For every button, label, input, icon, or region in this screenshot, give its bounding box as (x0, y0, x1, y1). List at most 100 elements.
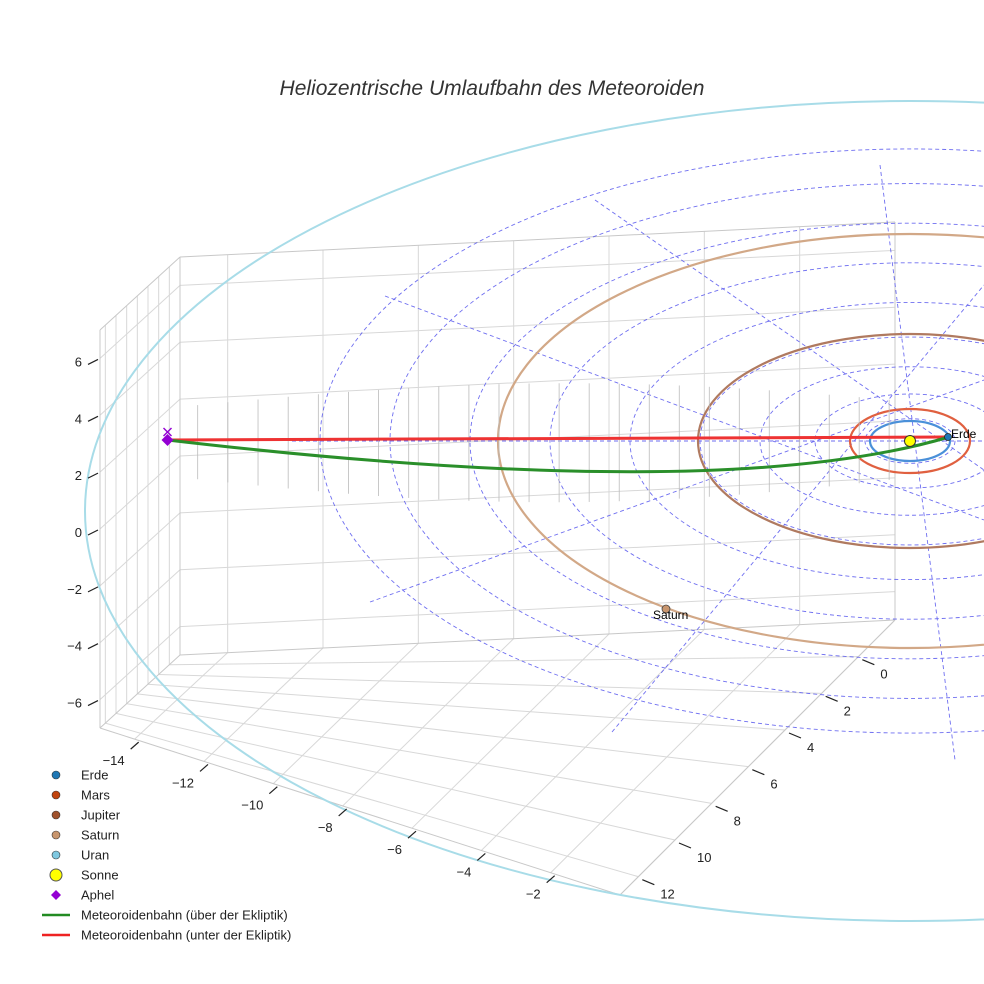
back-wall-grid-line (179, 477, 896, 514)
legend-marker (51, 810, 61, 820)
ecliptic-grid-spoke (594, 199, 984, 471)
y-tick-label: 4 (807, 740, 814, 755)
z-tick (87, 700, 99, 707)
left-wall-grid-line (99, 285, 181, 359)
orbit-jupiter (696, 332, 984, 550)
legend-item: Meteoroidenbahn (über der Ekliptik) (42, 908, 288, 923)
y-tick-label: 8 (734, 813, 741, 828)
plot-scene: Erde Saturn 6 4 2 0 −2 −4 −6 −14 −12 −10 −8 −6 −4 −2 0 2… (67, 100, 984, 922)
back-wall-grid-line (179, 363, 896, 400)
z-tick-label: −2 (67, 582, 82, 597)
x-tick (268, 786, 278, 795)
z-tick-label: −6 (67, 696, 82, 711)
orbit-uran (84, 100, 984, 922)
floor-grid-line (137, 693, 749, 768)
z-tick (87, 643, 99, 650)
ecliptic-grid-ring (549, 262, 984, 620)
left-wall-grid-line (99, 512, 181, 587)
x-tick (546, 875, 556, 884)
legend-label: Saturn (81, 828, 119, 843)
back-wall-grid-line (179, 306, 896, 343)
legend-item: Uran (51, 848, 109, 863)
legend-label: Jupiter (81, 808, 121, 823)
x-tick (338, 808, 348, 817)
ecliptic-grid (292, 148, 984, 761)
x-tick-label: −8 (318, 820, 333, 835)
x-tick-label: −4 (457, 864, 472, 879)
ecliptic-grid-spoke (369, 379, 984, 603)
saturn-point (661, 604, 671, 614)
legend-marker (51, 850, 61, 860)
legend-marker (51, 890, 61, 900)
x-tick (199, 763, 209, 772)
x-tick-label: −6 (387, 842, 402, 857)
box-edge (99, 727, 621, 896)
y-tick (715, 805, 728, 812)
ecliptic-grid-ring (864, 418, 956, 464)
x-tick (130, 741, 140, 750)
z-tick (87, 415, 99, 422)
floor-grid-line (550, 624, 801, 874)
legend-marker (51, 770, 61, 780)
legend-label: Meteoroidenbahn (unter der Ekliptik) (81, 928, 291, 943)
back-wall-grid-line (179, 591, 896, 628)
floor-grid-line (134, 652, 229, 740)
z-tick-label: −4 (67, 639, 82, 654)
y-tick (788, 732, 802, 739)
label-saturn: Saturn (653, 608, 688, 622)
y-tick (862, 659, 875, 666)
ecliptic-grid-ring (319, 148, 984, 734)
y-tick (678, 842, 692, 849)
floor-grid-line (411, 633, 610, 829)
x-tick (476, 853, 486, 861)
legend-item: Saturn (51, 828, 119, 843)
sun-point (904, 435, 916, 447)
x-tick-label: −12 (172, 775, 194, 790)
legend: Erde Mars Jupiter Saturn Uran Sonne Aphel Meteo… (42, 768, 291, 943)
x-tick-label: −10 (241, 798, 263, 813)
legend-label: Mars (81, 788, 110, 803)
z-tick (87, 472, 99, 479)
floor-grid-line (126, 703, 712, 804)
floor-grid-line (158, 673, 822, 694)
left-wall-grid-line (99, 341, 181, 416)
legend-item: Jupiter (51, 808, 121, 823)
y-tick (752, 769, 765, 776)
y-tick-label: 2 (844, 703, 851, 718)
legend-marker (51, 790, 61, 800)
z-tick (87, 358, 99, 365)
left-wall-grid-line (99, 455, 181, 530)
y-tick-label: 12 (660, 887, 674, 902)
back-wall-grid-line (179, 249, 896, 286)
z-tick (87, 529, 99, 536)
ecliptic-grid-ring (814, 393, 984, 489)
legend-label: Uran (81, 848, 109, 863)
legend-marker (51, 830, 61, 840)
legend-label: Aphel (81, 888, 114, 903)
ecliptic-grid-ring (629, 301, 984, 581)
orbit-mars (848, 407, 972, 475)
meteoroid-paths (167, 435, 950, 474)
meteoroid-path-above (167, 435, 950, 474)
label-erde: Erde (951, 427, 977, 441)
z-tick-label: 6 (75, 354, 82, 369)
ecliptic-grid-spoke (879, 164, 956, 761)
legend-label: Meteoroidenbahn (über der Ekliptik) (81, 908, 288, 923)
y-tick (825, 695, 838, 702)
planet-orbits (84, 100, 984, 922)
ecliptic-grid-spoke (384, 295, 984, 521)
left-wall-grid-line (99, 569, 181, 644)
z-tick-label: 4 (75, 411, 82, 426)
y-tick (642, 879, 655, 886)
floor-grid-line (147, 683, 786, 731)
floor-grid-line (203, 647, 324, 762)
legend-item: Meteoroidenbahn (unter der Ekliptik) (42, 928, 291, 943)
x-tick-label: −2 (526, 887, 541, 902)
meteoroid-path-below (167, 435, 950, 442)
x-tick (407, 830, 417, 839)
floor-grid-line (480, 628, 705, 851)
left-wall-grid-line (99, 398, 181, 473)
axis-ticks: 6 4 2 0 −2 −4 −6 −14 −12 −10 −8 −6 −4 −2 0 2 4 6 8 10 12 (67, 354, 887, 901)
legend-item: Aphel (51, 888, 114, 903)
floor-grid-line (342, 638, 515, 807)
